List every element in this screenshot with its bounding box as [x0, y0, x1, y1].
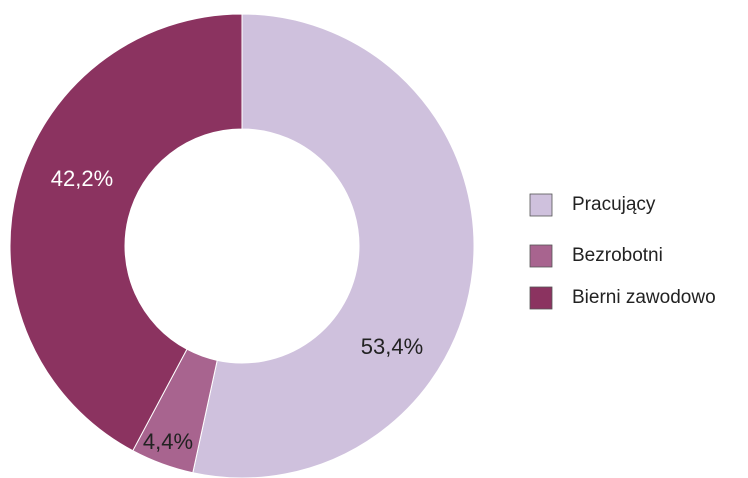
data-label: 42,2%: [51, 166, 113, 191]
legend-swatch: [529, 193, 553, 217]
legend-label: Pracujący: [572, 194, 656, 215]
legend: Pracujący Bezrobotni Bierni zawodowo: [529, 193, 716, 310]
data-label: 4,4%: [143, 429, 193, 454]
legend-swatch: [529, 244, 553, 268]
donut: 53,4% 4,4% 42,2%: [9, 13, 475, 478]
data-label: 53,4%: [361, 334, 423, 359]
legend-label: Bezrobotni: [572, 245, 663, 266]
legend-swatch: [529, 286, 553, 310]
legend-label: Bierni zawodowo: [572, 287, 716, 308]
donut-slice: [9, 13, 243, 452]
donut-slice: [192, 13, 475, 478]
